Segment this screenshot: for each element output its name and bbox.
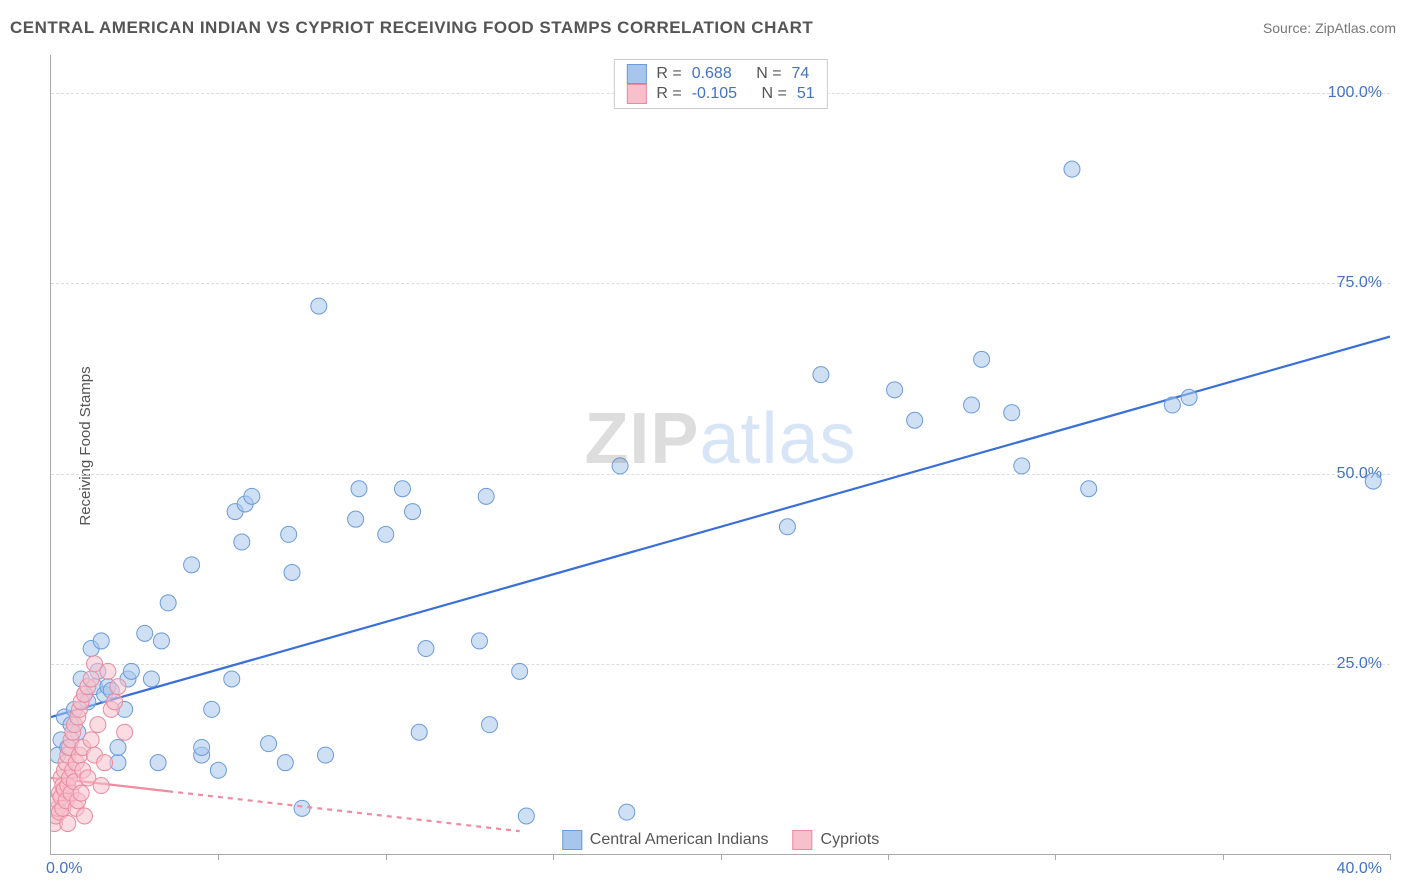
data-point — [234, 534, 250, 550]
data-point — [100, 663, 116, 679]
data-point — [411, 724, 427, 740]
data-point — [284, 564, 300, 580]
x-tick — [721, 854, 722, 860]
legend-r-value-a: 0.688 — [692, 65, 732, 83]
data-point — [378, 526, 394, 542]
data-point — [244, 488, 260, 504]
x-tick — [888, 854, 889, 860]
data-point — [261, 736, 277, 752]
data-point — [779, 519, 795, 535]
data-point — [482, 717, 498, 733]
legend-n-label: N = — [756, 65, 781, 83]
data-point — [76, 808, 92, 824]
x-axis-origin-label: 0.0% — [46, 860, 82, 878]
legend-r-label: R = — [656, 85, 681, 103]
data-point — [184, 557, 200, 573]
data-point — [137, 625, 153, 641]
data-point — [619, 804, 635, 820]
data-point — [107, 694, 123, 710]
scatter-plot: ZIPatlas R = 0.688 N = 74 R = -0.105 N =… — [50, 55, 1390, 855]
data-point — [90, 717, 106, 733]
x-tick — [218, 854, 219, 860]
legend-row-series-b: R = -0.105 N = 51 — [626, 84, 814, 104]
data-point — [1081, 481, 1097, 497]
data-point — [281, 526, 297, 542]
legend-label-series-b: Cypriots — [821, 831, 880, 849]
legend-swatch-series-b — [626, 84, 646, 104]
data-point — [317, 747, 333, 763]
data-point — [964, 397, 980, 413]
legend-swatch-series-a — [562, 830, 582, 850]
legend-series: Central American Indians Cypriots — [562, 830, 879, 850]
x-tick — [1223, 854, 1224, 860]
data-point — [153, 633, 169, 649]
header: CENTRAL AMERICAN INDIAN VS CYPRIOT RECEI… — [10, 18, 1396, 38]
data-point — [1181, 389, 1197, 405]
data-point — [73, 785, 89, 801]
data-point — [394, 481, 410, 497]
legend-item-series-b: Cypriots — [793, 830, 880, 850]
legend-label-series-a: Central American Indians — [590, 831, 769, 849]
legend-row-series-a: R = 0.688 N = 74 — [626, 64, 814, 84]
data-point — [97, 755, 113, 771]
source-attribution: Source: ZipAtlas.com — [1263, 20, 1396, 36]
data-point — [194, 739, 210, 755]
data-point — [351, 481, 367, 497]
data-point — [160, 595, 176, 611]
data-point — [471, 633, 487, 649]
data-point — [1014, 458, 1030, 474]
data-point — [311, 298, 327, 314]
data-point — [907, 412, 923, 428]
data-point — [348, 511, 364, 527]
data-point — [294, 800, 310, 816]
data-point — [518, 808, 534, 824]
x-tick — [386, 854, 387, 860]
legend-n-value-a: 74 — [792, 65, 810, 83]
data-point — [143, 671, 159, 687]
data-point — [478, 488, 494, 504]
data-point — [512, 663, 528, 679]
legend-item-series-a: Central American Indians — [562, 830, 769, 850]
x-axis-end-label: 40.0% — [1337, 860, 1382, 878]
legend-correlation: R = 0.688 N = 74 R = -0.105 N = 51 — [613, 59, 827, 109]
source-name: ZipAtlas.com — [1315, 20, 1396, 36]
data-point — [974, 351, 990, 367]
data-point — [1004, 405, 1020, 421]
data-point — [887, 382, 903, 398]
data-point — [117, 724, 133, 740]
data-point — [813, 367, 829, 383]
data-point — [204, 701, 220, 717]
data-point — [93, 633, 109, 649]
data-point — [1064, 161, 1080, 177]
data-point — [60, 816, 76, 832]
source-prefix: Source: — [1263, 20, 1315, 36]
data-point — [277, 755, 293, 771]
x-tick — [1055, 854, 1056, 860]
data-point — [110, 679, 126, 695]
legend-n-label: N = — [762, 85, 787, 103]
plot-svg — [51, 55, 1390, 854]
x-tick — [553, 854, 554, 860]
legend-swatch-series-a — [626, 64, 646, 84]
data-point — [418, 641, 434, 657]
x-tick — [1390, 854, 1391, 860]
legend-n-value-b: 51 — [797, 85, 815, 103]
data-point — [110, 739, 126, 755]
data-point — [83, 732, 99, 748]
data-point — [1365, 473, 1381, 489]
data-point — [405, 504, 421, 520]
data-point — [123, 663, 139, 679]
legend-r-label: R = — [656, 65, 681, 83]
page-title: CENTRAL AMERICAN INDIAN VS CYPRIOT RECEI… — [10, 18, 813, 38]
legend-r-value-b: -0.105 — [692, 85, 737, 103]
data-point — [93, 778, 109, 794]
data-point — [210, 762, 226, 778]
legend-swatch-series-b — [793, 830, 813, 850]
data-point — [224, 671, 240, 687]
data-point — [150, 755, 166, 771]
data-point — [612, 458, 628, 474]
data-point — [83, 671, 99, 687]
data-point — [1164, 397, 1180, 413]
